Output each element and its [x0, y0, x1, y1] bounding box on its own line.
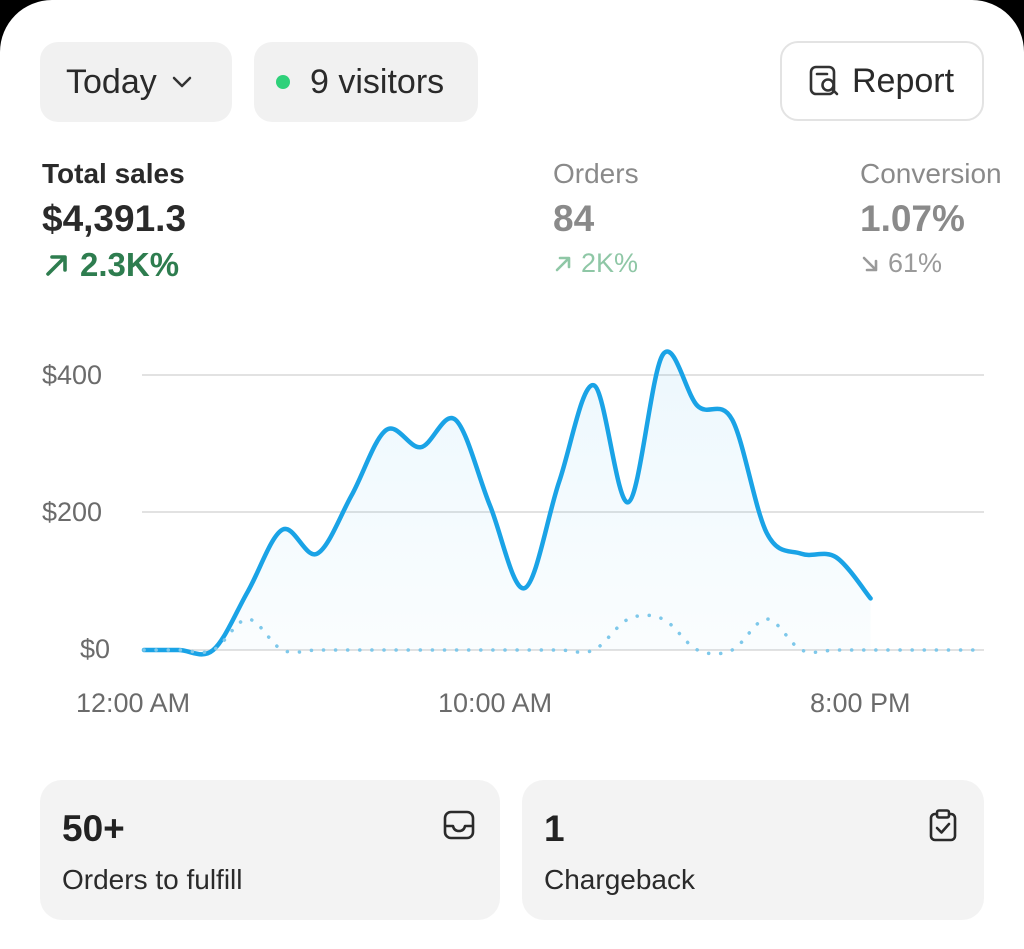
arrow-down-right-icon	[862, 256, 878, 271]
sales-series-line	[141, 349, 873, 657]
clipboard-check-icon	[929, 809, 957, 842]
y-tick-label: $0	[80, 634, 111, 664]
tile-label: Orders to fulfill	[62, 864, 243, 895]
report-label: Report	[852, 61, 955, 100]
x-tick-label: 10:00 AM	[438, 688, 553, 718]
inbox-icon	[443, 810, 475, 840]
metric-change-value: 2K%	[581, 248, 639, 278]
visitors-count: 9 visitors	[310, 62, 445, 101]
metric-label: Conversion	[860, 158, 1002, 189]
metric-label: Orders	[553, 158, 639, 189]
y-tick-label: $200	[42, 497, 103, 527]
live-status-icon	[276, 75, 290, 89]
date-range-dropdown[interactable]: Today	[40, 42, 232, 122]
metric-value: $4,391.3	[42, 198, 187, 239]
metric-change: 61%	[860, 248, 942, 279]
x-tick-label: 12:00 AM	[76, 688, 191, 718]
metric-value: 1.07%	[860, 198, 965, 239]
arrow-up-right-icon	[555, 256, 571, 271]
metric-change: 2.3K%	[42, 246, 179, 284]
x-tick-label: 8:00 PM	[810, 688, 911, 718]
report-search-icon	[809, 65, 839, 96]
tile-value: 50+	[62, 808, 125, 849]
chevron-down-icon	[172, 76, 191, 88]
metric-value: 84	[553, 198, 595, 239]
visitors-badge[interactable]: 9 visitors	[254, 42, 478, 122]
tile-value: 1	[544, 808, 565, 849]
chargeback-tile[interactable]: 1 Chargeback	[522, 780, 984, 920]
date-range-label: Today	[66, 62, 157, 101]
report-button[interactable]: Report	[780, 41, 984, 121]
metric-change: 2K%	[553, 248, 638, 279]
metric-label: Total sales	[42, 158, 185, 189]
metric-change-value: 61%	[888, 248, 943, 278]
metric-change-value: 2.3K%	[80, 246, 180, 283]
series-area	[144, 351, 871, 655]
orders-to-fulfill-tile[interactable]: 50+ Orders to fulfill	[40, 780, 500, 920]
y-tick-label: $400	[42, 360, 103, 390]
tile-label: Chargeback	[544, 864, 695, 895]
arrow-up-right-icon	[46, 255, 67, 276]
